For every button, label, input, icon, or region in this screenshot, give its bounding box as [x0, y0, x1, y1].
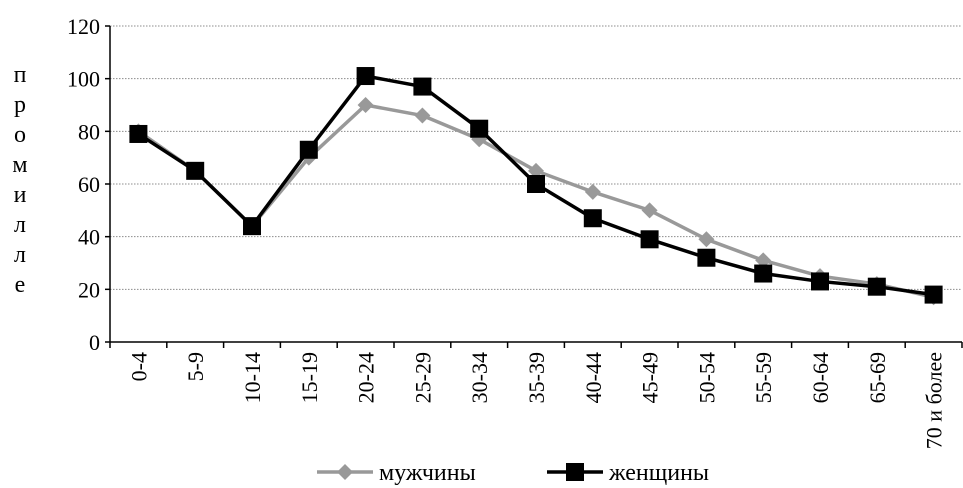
x-tick-label: 20-24: [354, 352, 379, 403]
y-axis-label-char: л: [14, 242, 26, 268]
y-axis-label-char: л: [14, 212, 26, 238]
axes: [105, 25, 963, 348]
y-axis-label-char: р: [14, 92, 26, 118]
x-tick-label: 15-19: [297, 352, 322, 403]
x-tick-label: 70 и более: [922, 352, 947, 449]
data-point-men: [755, 252, 772, 269]
y-tick-label: 40: [78, 225, 100, 250]
legend: мужчины женщины: [317, 460, 709, 486]
y-tick-label: 100: [67, 67, 100, 92]
x-tick-label: 40-44: [581, 352, 606, 403]
y-axis-label-char: о: [14, 122, 26, 148]
data-point-women: [299, 140, 318, 159]
y-tick-labels: 0 20 40 60 80 100 120: [67, 14, 100, 355]
y-tick-label: 60: [78, 172, 100, 197]
series-lines: [129, 67, 943, 306]
data-point-women: [470, 119, 489, 138]
data-point-women: [583, 209, 602, 228]
data-point-women: [356, 67, 375, 86]
data-point-women: [697, 248, 716, 267]
gridlines: [110, 25, 962, 290]
y-axis-label-char: и: [14, 182, 27, 208]
data-point-women: [924, 285, 943, 304]
data-point-women: [243, 217, 261, 236]
data-point-men: [584, 183, 601, 200]
data-point-men: [641, 202, 658, 219]
x-tick-label: 55-59: [751, 352, 776, 403]
data-point-women: [129, 124, 148, 143]
x-tick-label: 45-49: [638, 352, 663, 403]
x-tick-label: 50-54: [694, 352, 719, 403]
y-tick-label: 80: [78, 119, 100, 144]
x-tick-label: 60-64: [808, 352, 833, 403]
legend-label-men: мужчины: [379, 460, 476, 486]
data-point-women: [527, 175, 545, 193]
y-axis-label-char: м: [12, 152, 27, 178]
data-point-men: [698, 231, 715, 248]
x-tick-label: 25-29: [410, 352, 435, 403]
legend-marker-men: [337, 464, 353, 480]
data-point-women: [867, 277, 886, 296]
data-point-women: [754, 264, 773, 283]
data-point-men: [414, 107, 431, 124]
x-tick-labels: 0-4 5-9 10-14 15-19 20-24 25-29 30-34 35-39 40-4…: [126, 352, 946, 449]
data-point-men: [357, 97, 374, 113]
x-tick-label: 30-34: [467, 352, 492, 403]
series-line-men: [137, 103, 934, 299]
data-point-men: [528, 162, 544, 179]
data-point-women: [640, 230, 659, 249]
y-tick-label: 0: [89, 330, 100, 355]
data-point-women: [186, 161, 205, 180]
data-point-women: [413, 77, 432, 96]
x-tick-label: 65-69: [865, 352, 890, 403]
data-point-women: [811, 272, 829, 291]
y-tick-label: 120: [67, 14, 100, 39]
legend-marker-women: [566, 463, 584, 481]
legend-label-women: женщины: [608, 460, 709, 486]
x-tick-label: 35-39: [524, 352, 549, 403]
y-axis-label-char: п: [14, 62, 27, 88]
y-tick-label: 20: [78, 277, 100, 302]
x-tick-label: 0-4: [126, 352, 151, 381]
x-tick-label: 10-14: [240, 352, 265, 403]
x-tick-label: 5-9: [183, 352, 208, 381]
y-axis-label-char: е: [15, 272, 26, 298]
